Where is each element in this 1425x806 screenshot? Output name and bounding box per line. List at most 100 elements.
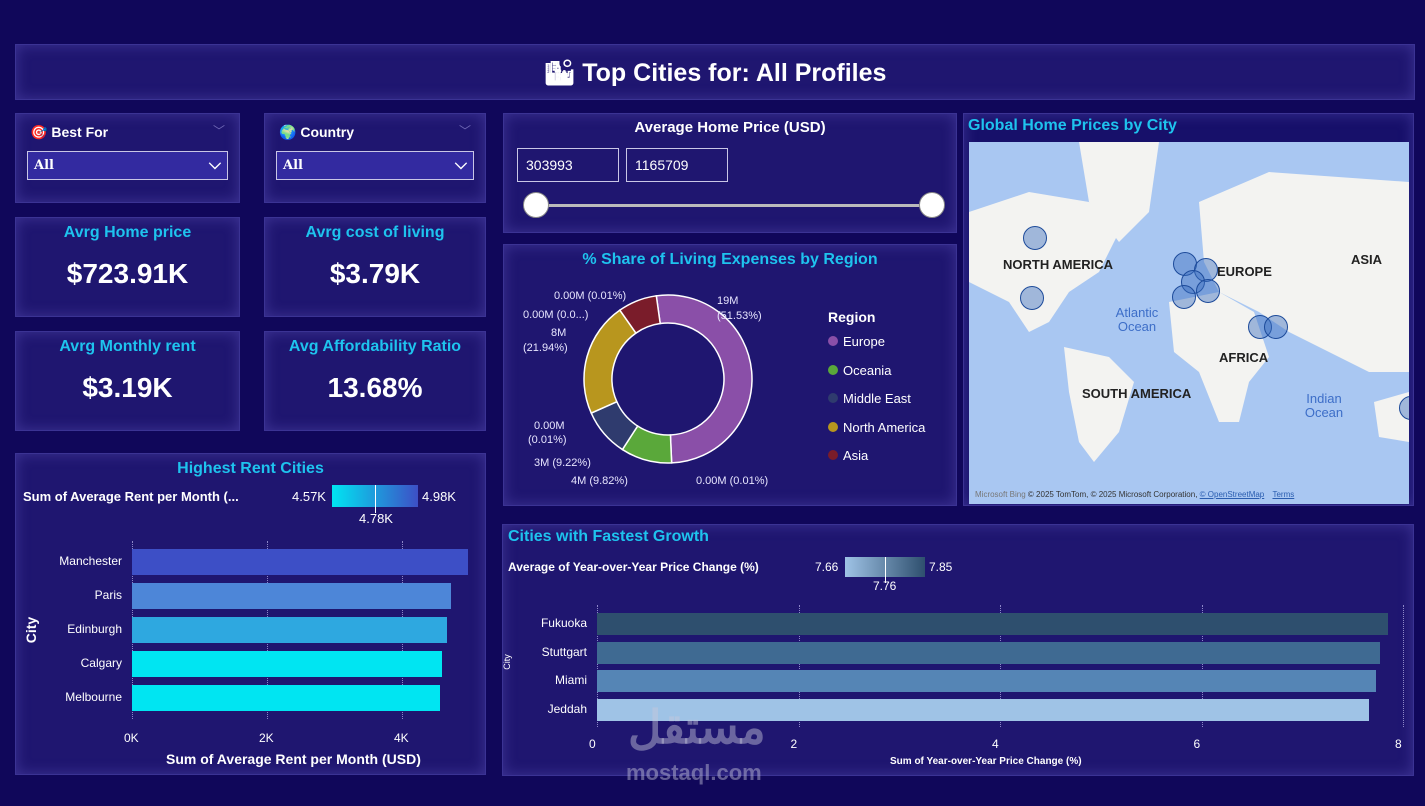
best-for-dropdown[interactable]: All ⌵ [27, 151, 228, 180]
bar-manchester[interactable] [132, 549, 469, 575]
header-banner: 🏙 Top Cities for: All Profiles [15, 44, 1415, 100]
gradient-mid: 7.76 [873, 579, 897, 593]
gradient-legend-label: Sum of Average Rent per Month (... [23, 489, 239, 504]
kpi-affordability-ratio: Avg Affordability Ratio 13.68% [264, 331, 486, 431]
y-tick-label: Edinburgh [67, 622, 122, 636]
kpi-label: Avg Affordability Ratio [288, 338, 462, 355]
terms-link[interactable]: Terms [1272, 490, 1295, 499]
map-attribution: Microsoft Bing © 2025 TomTom, © 2025 Mic… [975, 490, 1294, 499]
data-label: 0.00M [534, 420, 565, 432]
ocean-label: Atlantic Ocean [1115, 305, 1159, 334]
city-icon: 🏙 [543, 59, 583, 87]
bar-miami[interactable] [597, 670, 1376, 692]
page-title: Top Cities for: All Profiles [582, 59, 887, 87]
legend-item[interactable]: Asia [828, 448, 868, 463]
watermark-text: mostaql.com [626, 760, 762, 785]
legend-dot [828, 364, 838, 375]
bar-stuttgart[interactable] [597, 641, 1380, 664]
map-canvas[interactable]: NORTH AMERICA EUROPE ASIA AFRICA SOUTH A… [969, 142, 1409, 504]
chevron-down-icon[interactable]: ﹀ [212, 124, 225, 138]
chart-title: % Share of Living Expenses by Region [582, 251, 878, 268]
copyright-text: © 2025 TomTom, © 2025 Microsoft Corporat… [1027, 490, 1198, 499]
kpi-value: $3.79K [329, 258, 421, 289]
map-label: SOUTH AMERICA [1082, 386, 1192, 401]
continents-shapes [969, 142, 1409, 462]
y-tick-label: Miami [555, 673, 587, 687]
slider-min-handle[interactable] [523, 192, 549, 218]
y-tick-label: Stuttgart [541, 644, 587, 659]
best-for-slicer: 🎯 Best For ﹀ All ⌵ [15, 113, 240, 203]
data-label: 0.00M (0.01%) [554, 290, 627, 302]
kpi-label: Avrg Home price [63, 224, 192, 241]
legend-dot [828, 450, 838, 460]
data-label: (0.01%) [528, 434, 567, 446]
watermark-arabic: مستقل [628, 701, 766, 753]
city-bubble[interactable] [1023, 226, 1047, 250]
slider-track [536, 204, 932, 207]
data-label: 3M (9.22%) [534, 457, 591, 469]
fastest-growth-chart: Cities with Fastest Growth Average of Ye… [502, 524, 1414, 776]
map-label: ASIA [1351, 252, 1383, 267]
gradient-max: 7.85 [929, 560, 953, 574]
gradient-min: 7.66 [815, 560, 839, 574]
city-bubble[interactable] [1172, 285, 1196, 309]
x-tick-label: 4K [394, 731, 409, 745]
legend-title: Region [828, 309, 876, 325]
legend-dot [828, 336, 838, 346]
bar-calgary[interactable] [132, 651, 442, 677]
osm-link[interactable]: © OpenStreetMap [1199, 490, 1265, 499]
map-title: Global Home Prices by City [968, 117, 1177, 134]
bar-edinburgh[interactable] [132, 617, 448, 643]
gradient-mid: 4.78K [359, 511, 393, 526]
legend-item[interactable]: Middle East [828, 391, 911, 406]
gridline [597, 605, 598, 727]
donut-slice-north-america[interactable] [583, 309, 637, 415]
kpi-avg-home-price: Avrg Home price $723.91K [15, 217, 240, 317]
slider-title: Average Home Price (USD) [634, 119, 826, 136]
gridline [1000, 605, 1001, 727]
kpi-value: 13.68% [327, 372, 423, 403]
gradient-max: 4.98K [422, 489, 456, 504]
chevron-down-icon: ⌵ [454, 154, 467, 173]
legend-item[interactable]: Europe [828, 334, 885, 349]
x-tick-label: 0 [589, 737, 596, 751]
donut-slice-europe[interactable] [655, 294, 753, 464]
legend-item[interactable]: Oceania [828, 363, 891, 378]
kpi-label: Avrg Monthly rent [59, 338, 196, 355]
x-tick-label: 0K [124, 731, 139, 745]
gradient-bar [332, 485, 418, 513]
legend-dot [828, 393, 838, 403]
gridline [1201, 605, 1203, 727]
legend-label: Europe [843, 334, 885, 349]
selected-value: All [34, 158, 54, 173]
country-dropdown[interactable]: All ⌵ [276, 151, 474, 180]
x-tick-label: 8 [1395, 737, 1402, 751]
globe-icon: 🌍 [279, 124, 301, 140]
bar-jeddah[interactable] [597, 698, 1369, 721]
data-label: 4M (9.82%) [571, 475, 628, 487]
gridline [1403, 605, 1404, 727]
bar-paris[interactable] [132, 583, 452, 609]
max-price-input[interactable]: 1165709 [626, 148, 728, 182]
target-icon: 🎯 [30, 124, 52, 140]
city-bubble[interactable] [1264, 315, 1288, 339]
price-range-slider: Average Home Price (USD) 303993 1165709 [503, 113, 957, 233]
bar-fukuoka[interactable] [597, 613, 1388, 635]
min-price-input[interactable]: 303993 [517, 148, 619, 182]
legend-item[interactable]: North America [828, 420, 925, 435]
bar-melbourne[interactable] [132, 685, 441, 711]
data-label: (21.94%) [523, 342, 568, 354]
ocean-label: Indian Ocean [1304, 391, 1344, 420]
y-tick-label: Melbourne [65, 690, 122, 704]
city-bubble[interactable] [1020, 286, 1044, 310]
chevron-down-icon[interactable]: ﹀ [458, 124, 471, 138]
gradient-bar [845, 557, 925, 583]
slider-max-handle[interactable] [919, 192, 945, 218]
city-bubble[interactable] [1196, 279, 1220, 303]
gridline [798, 605, 800, 727]
donut-slice-asia[interactable] [618, 294, 662, 335]
gradient-legend-label: Average of Year-over-Year Price Change (… [508, 560, 759, 574]
x-tick-label: 6 [1193, 737, 1201, 751]
data-label: (51.53%) [717, 310, 762, 322]
kpi-value: $3.19K [82, 372, 173, 403]
